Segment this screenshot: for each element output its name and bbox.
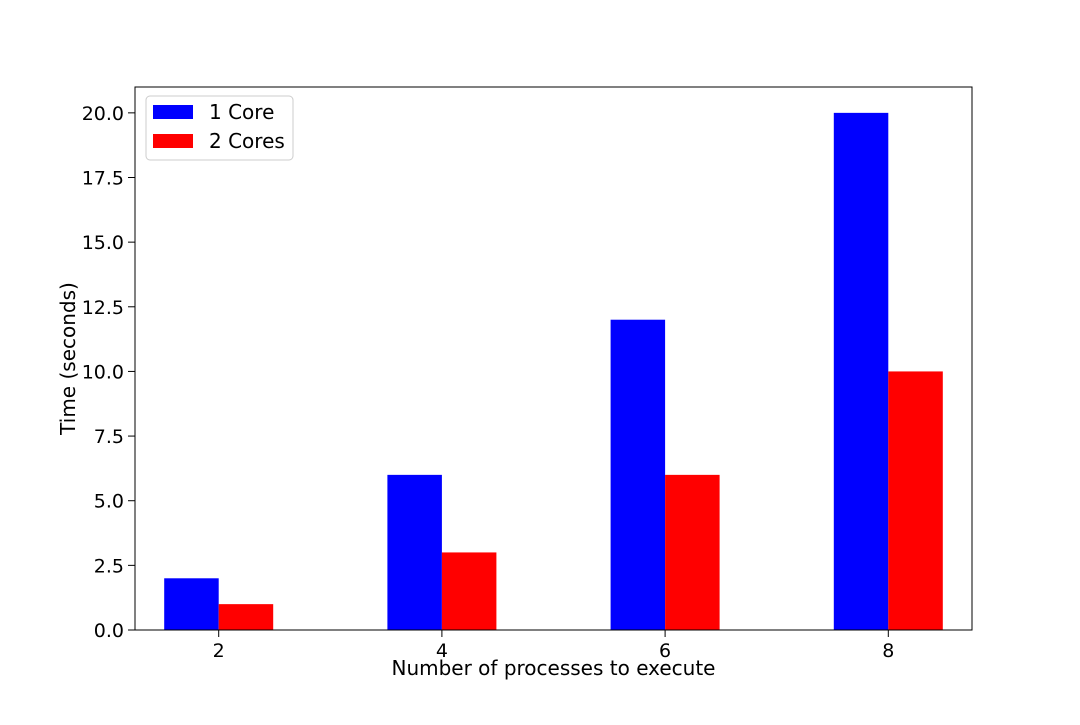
x-axis: 2 4 6 8 xyxy=(213,630,894,662)
y-tick-label: 20.0 xyxy=(82,103,124,125)
y-tick-label: 5.0 xyxy=(94,491,124,513)
y-axis: 0.0 2.5 5.0 7.5 10.0 12.5 15.0 17.5 20.0 xyxy=(82,103,135,642)
x-tick-label: 6 xyxy=(659,640,671,662)
plot-frame xyxy=(134,86,973,631)
y-tick-label: 2.5 xyxy=(94,555,124,577)
bar-1-core-8 xyxy=(833,112,889,631)
y-tick-label: 15.0 xyxy=(82,232,124,254)
x-tick-label: 2 xyxy=(213,640,225,662)
y-tick-label: 7.5 xyxy=(94,426,124,448)
y-tick-label: 17.5 xyxy=(82,168,124,190)
bar-2-cores-8 xyxy=(888,371,943,630)
bar-2-cores-6 xyxy=(665,474,720,630)
legend-label: 1 Core xyxy=(209,100,274,124)
bars-group xyxy=(164,112,943,631)
legend-swatch-1-core xyxy=(153,105,193,119)
bar-1-core-6 xyxy=(610,319,666,630)
y-tick-label: 10.0 xyxy=(82,361,124,383)
x-axis-label: Number of processes to execute xyxy=(391,656,715,680)
bar-1-core-4 xyxy=(387,474,442,630)
y-tick-label: 12.5 xyxy=(82,297,124,319)
x-tick-label: 8 xyxy=(882,640,894,662)
y-tick-label: 0.0 xyxy=(94,620,124,642)
bar-2-cores-2 xyxy=(218,604,274,630)
legend-swatch-2-cores xyxy=(153,134,193,148)
legend: 1 Core 2 Cores xyxy=(145,95,294,161)
y-axis-label: Time (seconds) xyxy=(56,282,80,436)
bar-1-core-2 xyxy=(164,578,219,630)
x-tick-label: 4 xyxy=(436,640,448,662)
legend-label: 2 Cores xyxy=(209,129,285,153)
bar-2-cores-4 xyxy=(441,552,497,630)
